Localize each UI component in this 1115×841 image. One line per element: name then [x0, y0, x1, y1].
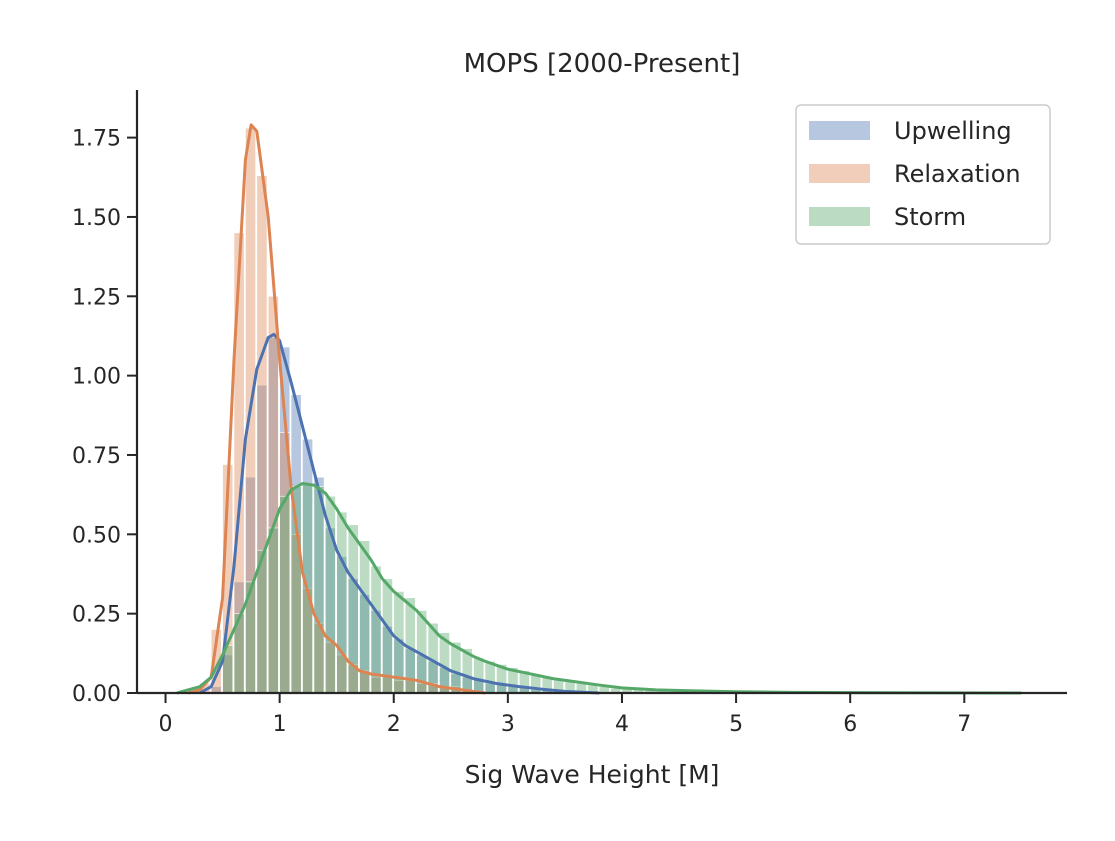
- legend-box: [795, 104, 1051, 245]
- chart-title: MOPS [2000-Present]: [464, 49, 741, 79]
- y-tick-label-5: 1.25: [72, 285, 121, 310]
- kde-line-upwelling: [199, 332, 600, 695]
- y-tick-label-6: 1.50: [72, 206, 121, 231]
- y-tick-label-3: 0.75: [72, 444, 121, 469]
- x-tick-label-3: 3: [501, 712, 515, 737]
- x-tick-label-6: 6: [843, 712, 857, 737]
- y-tick-label-7: 1.75: [72, 127, 121, 152]
- y-tick-label-0: 0.00: [72, 682, 121, 707]
- kde-line-relaxation: [187, 123, 486, 695]
- y-axis-ticks: 0.00 0.25 0.50 0.75 1.00 1.25 1.50 1.75: [72, 127, 137, 707]
- legend: Upwelling Relaxation Storm: [795, 104, 1051, 245]
- legend-swatch-storm: [809, 207, 870, 226]
- x-tick-label-5: 5: [729, 712, 743, 737]
- bar-storm-22: [473, 657, 485, 694]
- y-tick-label-4: 1.00: [72, 365, 121, 390]
- x-tick-label-7: 7: [957, 712, 971, 737]
- bar-storm-23: [484, 660, 496, 694]
- legend-label-storm: Storm: [894, 203, 966, 231]
- kde-line-storm: [176, 482, 1022, 695]
- bar-storm-4: [267, 527, 279, 694]
- y-tick-label-2: 0.50: [72, 523, 121, 548]
- x-tick-label-1: 1: [273, 712, 287, 737]
- axes: [135, 90, 1067, 695]
- legend-label-relaxation: Relaxation: [894, 160, 1021, 188]
- kde-curves: [176, 123, 1022, 695]
- bar-storm-10: [336, 511, 348, 694]
- x-tick-label-4: 4: [615, 712, 629, 737]
- x-axis-label: Sig Wave Height [M]: [465, 760, 720, 789]
- histogram-bars: [199, 127, 736, 694]
- bars-relaxation: [199, 127, 473, 694]
- y-tick-label-1: 0.25: [72, 603, 121, 628]
- x-tick-label-0: 0: [159, 712, 173, 737]
- x-axis-ticks: 0 1 2 3 4 5 6 7: [159, 693, 971, 737]
- bars-storm: [222, 483, 736, 694]
- x-tick-label-2: 2: [387, 712, 401, 737]
- bar-storm-9: [324, 495, 336, 694]
- bar-storm-8: [313, 486, 325, 694]
- legend-swatch-relaxation: [809, 164, 870, 183]
- bar-storm-5: [279, 495, 291, 694]
- legend-swatch-upwelling: [809, 121, 870, 140]
- legend-label-upwelling: Upwelling: [894, 117, 1012, 145]
